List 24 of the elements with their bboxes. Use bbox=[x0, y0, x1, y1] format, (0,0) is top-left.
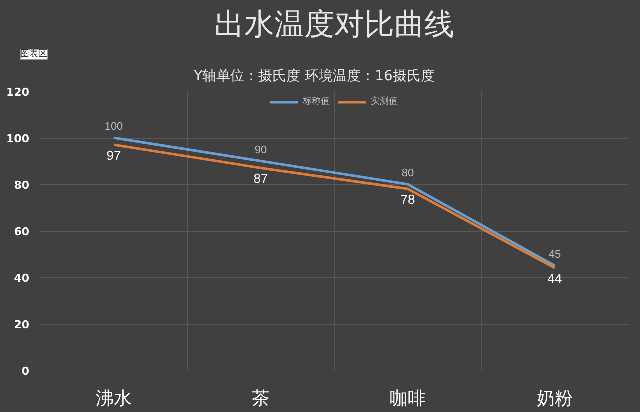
data-label: 87 bbox=[254, 171, 268, 186]
y-tick-label: 80 bbox=[14, 179, 30, 192]
text: 图表区 bbox=[20, 48, 48, 60]
data-label: 78 bbox=[400, 192, 416, 208]
x-tick-label: 茶 bbox=[252, 388, 270, 410]
x-tick-label: 沸水 bbox=[96, 388, 132, 410]
data-label: 97 bbox=[106, 148, 122, 163]
data-label: 100 bbox=[104, 121, 124, 133]
legend-label: 实测值 bbox=[371, 95, 398, 108]
data-label: 44 bbox=[548, 271, 562, 286]
y-tick-label: 20 bbox=[14, 318, 30, 332]
data-label: 80 bbox=[402, 168, 414, 180]
y-tick-label: 100 bbox=[6, 132, 30, 146]
x-tick-label: 咖啡 bbox=[390, 388, 426, 410]
y-tick-label: 120 bbox=[6, 86, 30, 99]
y-tick-label: 0 bbox=[22, 365, 30, 378]
chart-title: 出水温度对比曲线 bbox=[214, 8, 454, 42]
legend-label: 标称值 bbox=[303, 95, 330, 108]
y-tick-label: 40 bbox=[14, 272, 30, 285]
data-label: 90 bbox=[254, 144, 268, 156]
chart-subtitle: Y轴单位：摄氏度 环境温度：16摄氏度 bbox=[193, 68, 435, 84]
x-tick-label: 奶粉 bbox=[537, 388, 573, 410]
y-tick-label: 60 bbox=[14, 226, 30, 238]
data-label: 45 bbox=[548, 248, 562, 261]
